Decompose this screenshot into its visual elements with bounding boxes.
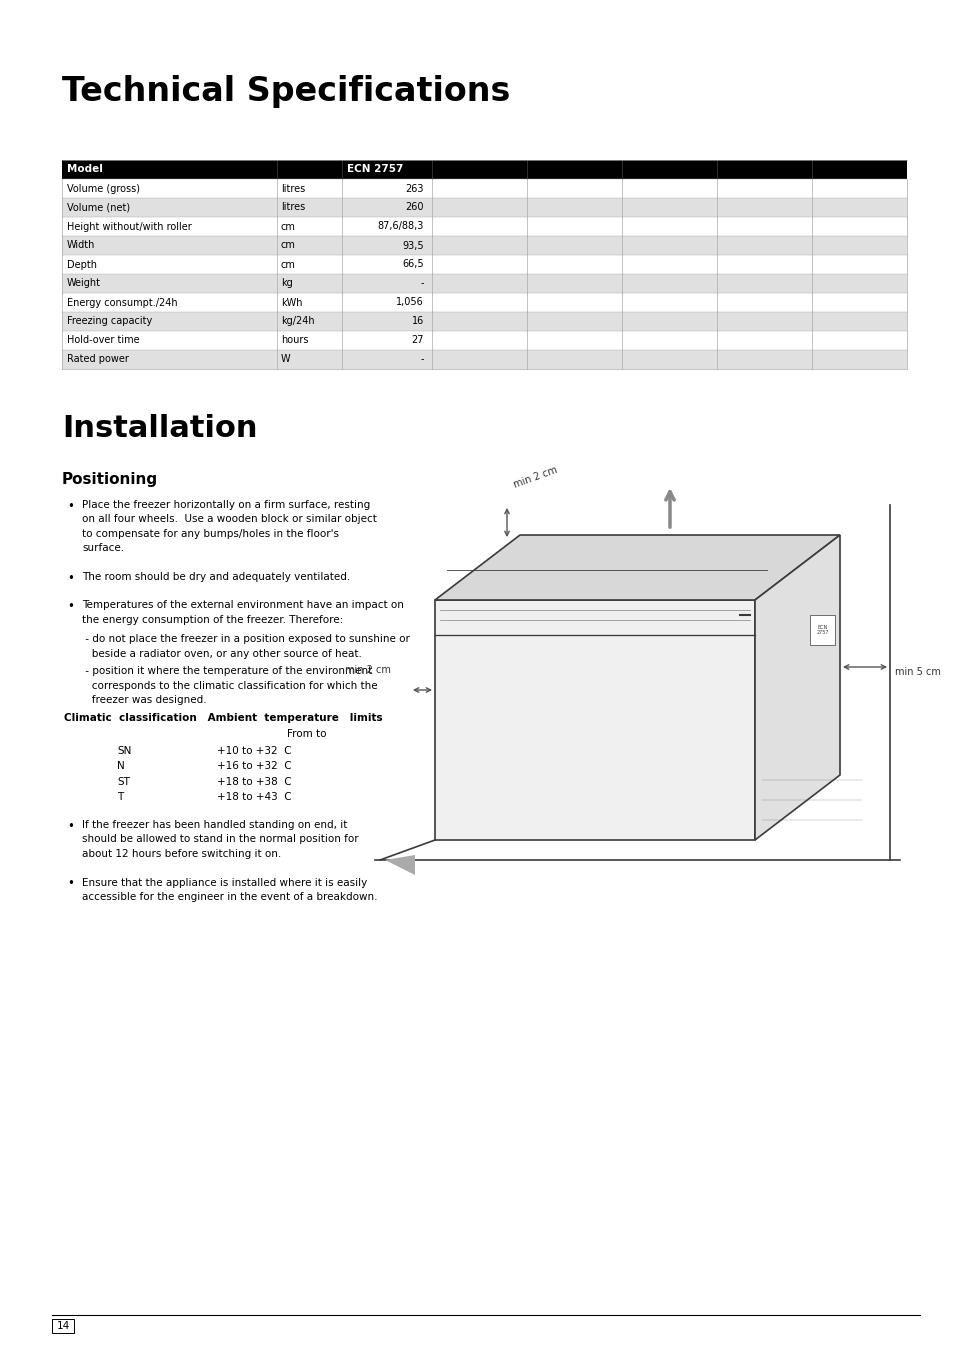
- Text: 93,5: 93,5: [402, 240, 423, 251]
- Text: The room should be dry and adequately ventilated.: The room should be dry and adequately ve…: [82, 572, 350, 581]
- Text: Height without/with roller: Height without/with roller: [67, 221, 192, 232]
- Text: Rated power: Rated power: [67, 355, 129, 364]
- Text: - do not place the freezer in a position exposed to sunshine or: - do not place the freezer in a position…: [82, 634, 410, 645]
- Text: ST: ST: [117, 777, 130, 786]
- Text: 1,056: 1,056: [395, 298, 423, 308]
- Text: the energy consumption of the freezer. Therefore:: the energy consumption of the freezer. T…: [82, 615, 343, 625]
- Text: surface.: surface.: [82, 544, 124, 553]
- Text: -: -: [420, 278, 423, 289]
- Text: cm: cm: [281, 221, 295, 232]
- Text: SN: SN: [117, 746, 132, 755]
- Text: 16: 16: [412, 317, 423, 326]
- Text: - position it where the temperature of the environment: - position it where the temperature of t…: [82, 666, 372, 676]
- Bar: [62, 236, 906, 255]
- Bar: [62, 349, 906, 370]
- Text: should be allowed to stand in the normal position for: should be allowed to stand in the normal…: [82, 835, 358, 844]
- Text: Place the freezer horizontally on a firm surface, resting: Place the freezer horizontally on a firm…: [82, 500, 370, 510]
- Text: cm: cm: [281, 240, 295, 251]
- Bar: [62, 179, 906, 198]
- Bar: [62, 293, 906, 312]
- Text: 263: 263: [405, 183, 423, 193]
- Text: about 12 hours before switching it on.: about 12 hours before switching it on.: [82, 849, 281, 859]
- Text: min 2 cm: min 2 cm: [512, 465, 558, 490]
- Text: Weight: Weight: [67, 278, 101, 289]
- Bar: [62, 161, 906, 179]
- Polygon shape: [754, 536, 840, 840]
- Text: Energy consumpt./24h: Energy consumpt./24h: [67, 298, 177, 308]
- Bar: [62, 217, 906, 236]
- Polygon shape: [809, 615, 834, 645]
- Text: Positioning: Positioning: [62, 472, 158, 487]
- Text: Technical Specifications: Technical Specifications: [62, 76, 510, 108]
- Text: corresponds to the climatic classification for which the: corresponds to the climatic classificati…: [82, 681, 377, 691]
- Text: hours: hours: [281, 336, 308, 345]
- Text: +18 to +38  C: +18 to +38 C: [216, 777, 292, 786]
- Text: •: •: [67, 820, 73, 832]
- Text: Ensure that the appliance is installed where it is easily: Ensure that the appliance is installed w…: [82, 877, 367, 888]
- Text: •: •: [67, 572, 73, 585]
- Text: kWh: kWh: [281, 298, 302, 308]
- Text: +10 to +32  C: +10 to +32 C: [216, 746, 292, 755]
- Bar: [62, 255, 906, 274]
- Polygon shape: [435, 600, 754, 840]
- Text: From to: From to: [287, 730, 326, 739]
- Text: W: W: [281, 355, 291, 364]
- Polygon shape: [385, 855, 415, 876]
- Text: 260: 260: [405, 202, 423, 213]
- Text: to compensate for any bumps/holes in the floor's: to compensate for any bumps/holes in the…: [82, 529, 338, 540]
- Text: 66,5: 66,5: [402, 259, 423, 270]
- Text: 14: 14: [56, 1321, 70, 1331]
- Bar: [62, 198, 906, 217]
- Text: T: T: [117, 792, 123, 803]
- Text: kg/24h: kg/24h: [281, 317, 314, 326]
- Text: Depth: Depth: [67, 259, 97, 270]
- Text: Freezing capacity: Freezing capacity: [67, 317, 152, 326]
- Text: Volume (net): Volume (net): [67, 202, 130, 213]
- Text: min 5 cm: min 5 cm: [894, 666, 940, 677]
- Text: 87,6/88,3: 87,6/88,3: [377, 221, 423, 232]
- Text: •: •: [67, 500, 73, 513]
- Text: litres: litres: [281, 202, 305, 213]
- Text: Model: Model: [67, 165, 103, 174]
- Text: on all four wheels.  Use a wooden block or similar object: on all four wheels. Use a wooden block o…: [82, 514, 376, 525]
- Text: Climatic  classification   Ambient  temperature   limits: Climatic classification Ambient temperat…: [64, 714, 382, 723]
- Text: 27: 27: [411, 336, 423, 345]
- Text: +16 to +32  C: +16 to +32 C: [216, 761, 292, 772]
- Text: ECN
2757: ECN 2757: [816, 625, 828, 635]
- Text: ECN 2757: ECN 2757: [347, 165, 403, 174]
- Text: •: •: [67, 600, 73, 614]
- Text: litres: litres: [281, 183, 305, 193]
- Text: Width: Width: [67, 240, 95, 251]
- Polygon shape: [435, 536, 840, 600]
- Text: +18 to +43  C: +18 to +43 C: [216, 792, 292, 803]
- Bar: [52, 1319, 74, 1333]
- Text: Volume (gross): Volume (gross): [67, 183, 140, 193]
- Text: accessible for the engineer in the event of a breakdown.: accessible for the engineer in the event…: [82, 892, 377, 902]
- Text: If the freezer has been handled standing on end, it: If the freezer has been handled standing…: [82, 820, 347, 830]
- Text: cm: cm: [281, 259, 295, 270]
- Text: beside a radiator oven, or any other source of heat.: beside a radiator oven, or any other sou…: [82, 649, 361, 660]
- Text: Temperatures of the external environment have an impact on: Temperatures of the external environment…: [82, 600, 403, 611]
- Bar: [62, 312, 906, 331]
- Text: kg: kg: [281, 278, 293, 289]
- Text: min 2 cm: min 2 cm: [345, 665, 391, 674]
- Text: -: -: [420, 355, 423, 364]
- Text: N: N: [117, 761, 125, 772]
- Text: freezer was designed.: freezer was designed.: [82, 696, 207, 706]
- Text: Installation: Installation: [62, 414, 257, 442]
- Text: Hold-over time: Hold-over time: [67, 336, 139, 345]
- Bar: [62, 274, 906, 293]
- Bar: [62, 331, 906, 349]
- Text: •: •: [67, 877, 73, 890]
